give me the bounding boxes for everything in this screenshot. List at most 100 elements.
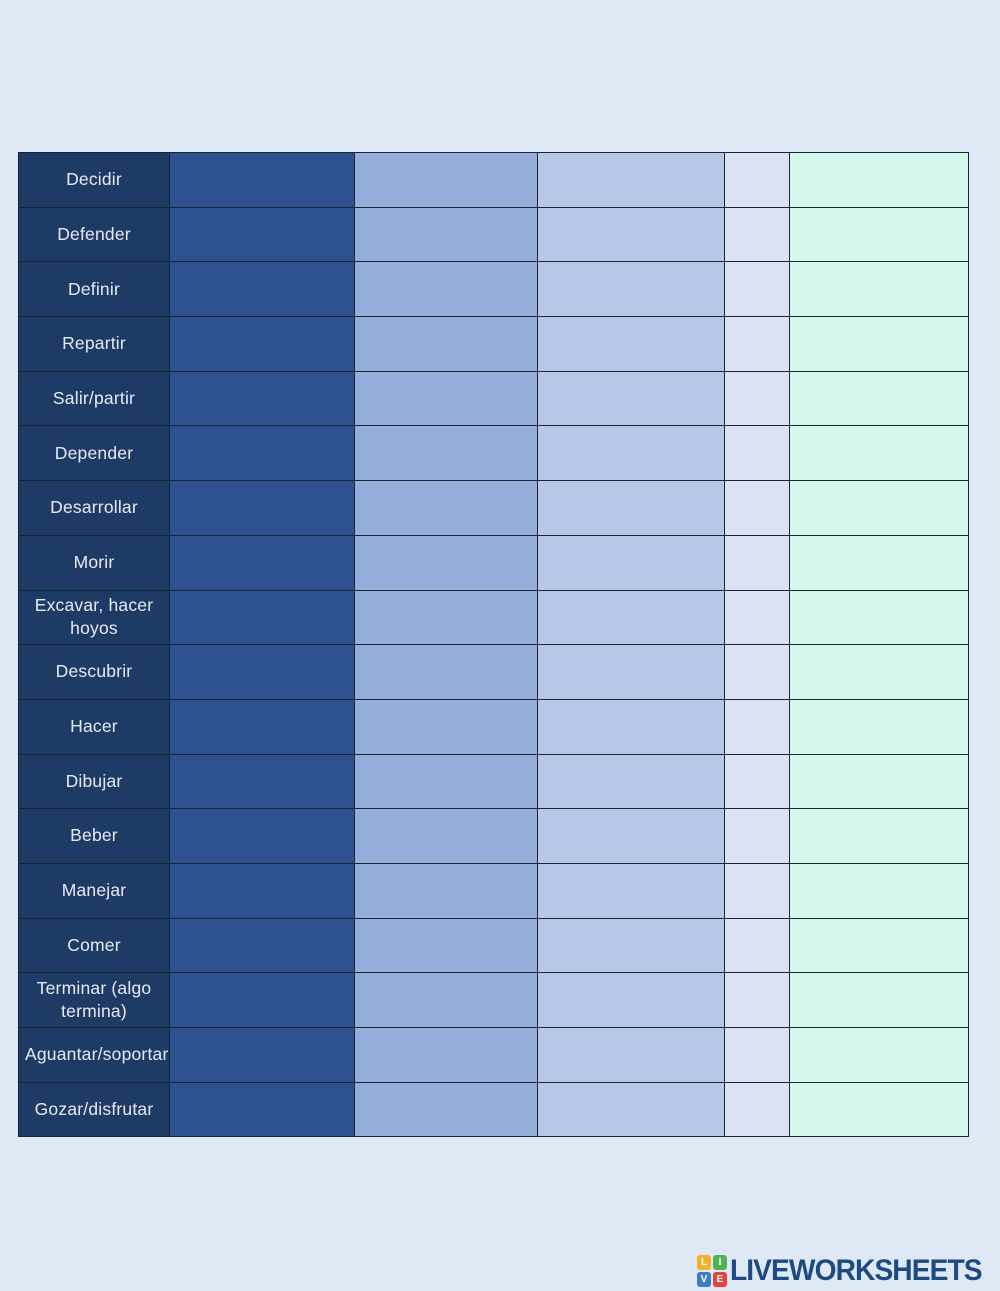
answer-cell[interactable] [537, 370, 725, 427]
answer-cell[interactable] [789, 862, 969, 919]
answer-cell[interactable] [169, 534, 355, 591]
answer-cell[interactable] [537, 917, 725, 974]
answer-cell[interactable] [789, 534, 969, 591]
answer-cell[interactable] [354, 425, 538, 482]
answer-cell[interactable] [789, 917, 969, 974]
answer-cell[interactable] [537, 862, 725, 919]
answer-cell[interactable] [354, 1027, 538, 1083]
answer-cell[interactable] [354, 261, 538, 318]
answer-cell[interactable] [537, 534, 725, 591]
answer-cell[interactable] [724, 589, 790, 646]
answer-cell[interactable] [537, 425, 725, 482]
answer-cell[interactable] [354, 589, 538, 646]
answer-cell[interactable] [724, 480, 790, 536]
answer-cell[interactable] [724, 206, 790, 263]
answer-cell[interactable] [724, 862, 790, 919]
answer-cell[interactable] [169, 152, 355, 208]
answer-cell[interactable] [724, 316, 790, 372]
answer-cell[interactable] [354, 808, 538, 864]
answer-cell[interactable] [724, 1081, 790, 1138]
answer-cell[interactable] [537, 698, 725, 755]
answer-cell[interactable] [169, 206, 355, 263]
table-row: Gozar/disfrutar [18, 1081, 969, 1138]
answer-cell[interactable] [789, 753, 969, 810]
answer-cell[interactable] [724, 261, 790, 318]
answer-cell[interactable] [354, 862, 538, 919]
answer-cell[interactable] [169, 589, 355, 646]
answer-cell[interactable] [169, 644, 355, 700]
answer-cell[interactable] [354, 1081, 538, 1138]
answer-cell[interactable] [354, 370, 538, 427]
answer-cell[interactable] [537, 261, 725, 318]
answer-cell[interactable] [789, 261, 969, 318]
answer-cell[interactable] [169, 862, 355, 919]
answer-cell[interactable] [537, 316, 725, 372]
answer-cell[interactable] [724, 534, 790, 591]
answer-cell[interactable] [789, 152, 969, 208]
answer-cell[interactable] [354, 534, 538, 591]
answer-cell[interactable] [169, 480, 355, 536]
answer-cell[interactable] [789, 480, 969, 536]
answer-cell[interactable] [724, 698, 790, 755]
answer-cell[interactable] [724, 917, 790, 974]
answer-cell[interactable] [789, 644, 969, 700]
answer-cell[interactable] [789, 370, 969, 427]
logo-letter-tile: I [713, 1255, 727, 1270]
answer-cell[interactable] [724, 808, 790, 864]
answer-cell[interactable] [724, 972, 790, 1028]
answer-cell[interactable] [789, 425, 969, 482]
answer-cell[interactable] [724, 753, 790, 810]
answer-cell[interactable] [789, 972, 969, 1028]
answer-cell[interactable] [537, 206, 725, 263]
answer-cell[interactable] [537, 972, 725, 1028]
table-row: Definir [18, 261, 969, 318]
answer-cell[interactable] [789, 316, 969, 372]
answer-cell[interactable] [537, 1081, 725, 1138]
answer-cell[interactable] [169, 1027, 355, 1083]
answer-cell[interactable] [789, 1081, 969, 1138]
answer-cell[interactable] [537, 589, 725, 646]
answer-cell[interactable] [169, 808, 355, 864]
logo-letter-tile: V [697, 1272, 711, 1287]
answer-cell[interactable] [537, 152, 725, 208]
answer-cell[interactable] [537, 480, 725, 536]
answer-cell[interactable] [354, 644, 538, 700]
answer-cell[interactable] [169, 316, 355, 372]
answer-cell[interactable] [354, 698, 538, 755]
answer-cell[interactable] [169, 753, 355, 810]
answer-cell[interactable] [789, 698, 969, 755]
answer-cell[interactable] [789, 589, 969, 646]
answer-cell[interactable] [354, 972, 538, 1028]
answer-cell[interactable] [724, 370, 790, 427]
answer-cell[interactable] [537, 1027, 725, 1083]
liveworksheets-wordmark: LIVEWORKSHEETS [730, 1254, 983, 1287]
answer-cell[interactable] [537, 808, 725, 864]
answer-cell[interactable] [354, 316, 538, 372]
answer-cell[interactable] [724, 425, 790, 482]
answer-cell[interactable] [724, 1027, 790, 1083]
answer-cell[interactable] [169, 425, 355, 482]
answer-cell[interactable] [169, 972, 355, 1028]
answer-cell[interactable] [724, 152, 790, 208]
answer-cell[interactable] [354, 480, 538, 536]
answer-cell[interactable] [169, 261, 355, 318]
verb-label: Gozar/disfrutar [18, 1081, 170, 1138]
table-row: Dibujar [18, 753, 969, 810]
answer-cell[interactable] [537, 753, 725, 810]
verb-label: Decidir [18, 152, 170, 208]
answer-cell[interactable] [789, 1027, 969, 1083]
answer-cell[interactable] [354, 753, 538, 810]
answer-cell[interactable] [169, 1081, 355, 1138]
answer-cell[interactable] [169, 698, 355, 755]
answer-cell[interactable] [789, 808, 969, 864]
verb-label: Repartir [18, 316, 170, 372]
verb-label: Manejar [18, 862, 170, 919]
answer-cell[interactable] [169, 370, 355, 427]
answer-cell[interactable] [169, 917, 355, 974]
answer-cell[interactable] [724, 644, 790, 700]
answer-cell[interactable] [789, 206, 969, 263]
answer-cell[interactable] [354, 206, 538, 263]
answer-cell[interactable] [537, 644, 725, 700]
answer-cell[interactable] [354, 917, 538, 974]
answer-cell[interactable] [354, 152, 538, 208]
